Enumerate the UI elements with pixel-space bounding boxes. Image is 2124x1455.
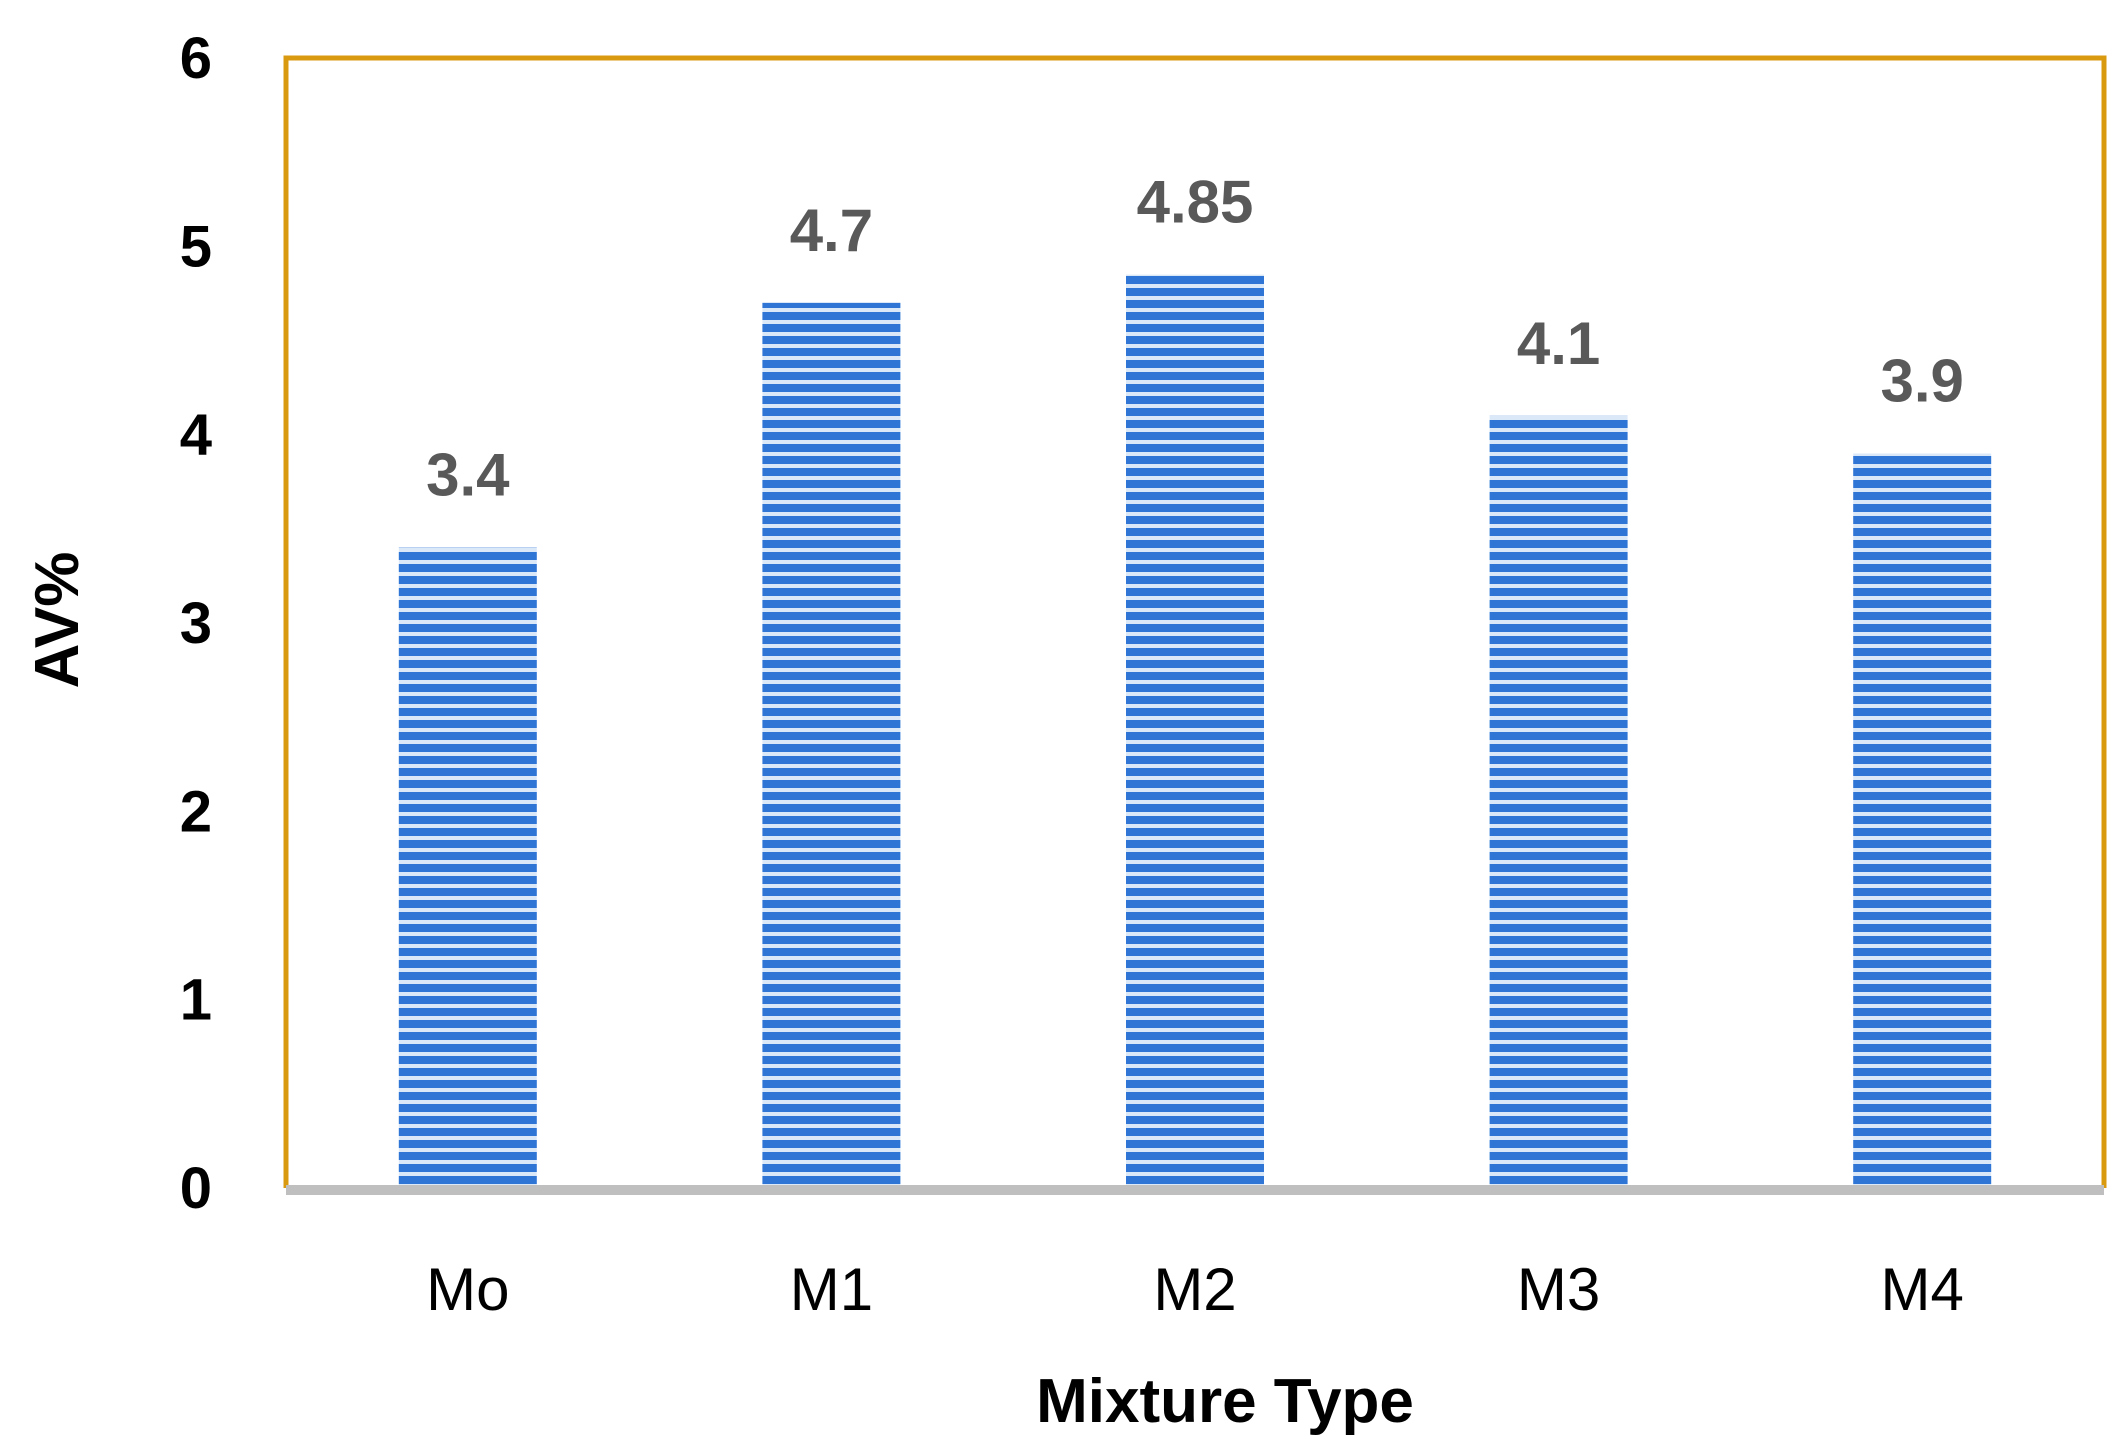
data-label-mo: 3.4 [426,442,510,509]
bar-m4 [1853,453,1992,1188]
x-axis-categories: Mo M1 M2 M3 M4 [426,1256,1964,1323]
plot-area-border [283,55,2107,1188]
bar-m2 [1126,274,1264,1188]
bars-group [398,274,1992,1188]
bar-mo [398,547,537,1188]
data-label-m2: 4.85 [1137,169,1254,236]
x-tick-label-m2: M2 [1153,1256,1236,1323]
y-tick-label: 6 [180,26,212,91]
x-tick-label-m1: M1 [790,1256,873,1323]
bar-m3 [1489,415,1628,1188]
y-tick-label: 2 [180,779,212,844]
x-tick-label-mo: Mo [426,1256,509,1323]
bar-m1 [762,302,901,1188]
y-axis-ticks: 0 1 2 3 4 5 6 [180,26,212,1221]
y-tick-label: 3 [180,591,212,656]
y-tick-label: 5 [180,214,212,279]
x-tick-label-m3: M3 [1517,1256,1600,1323]
data-label-m3: 4.1 [1517,310,1600,377]
y-tick-label: 4 [180,403,212,468]
x-axis-title: Mixture Type [1036,1367,1414,1436]
x-tick-label-m4: M4 [1881,1256,1964,1323]
y-tick-label: 0 [180,1156,212,1221]
data-label-m4: 3.9 [1880,348,1963,415]
data-label-m1: 4.7 [790,197,873,264]
y-axis-title: AV% [23,552,92,689]
y-tick-label: 1 [180,968,212,1033]
data-labels-group: 3.4 4.7 4.85 4.1 3.9 [426,169,1964,509]
